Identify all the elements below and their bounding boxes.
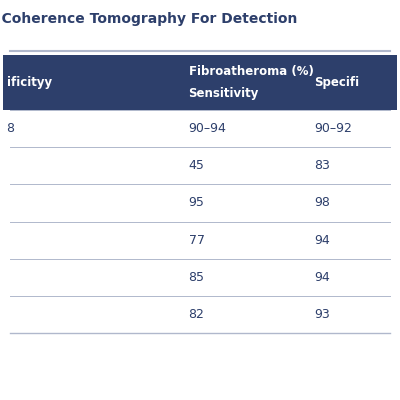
Text: ificityy: ificityy (6, 76, 52, 89)
Text: 90–94: 90–94 (189, 122, 226, 135)
FancyBboxPatch shape (3, 55, 397, 110)
Text: 8: 8 (6, 122, 14, 135)
Text: Fibroatheroma (%): Fibroatheroma (%) (189, 65, 314, 78)
Text: Specifi: Specifi (314, 76, 359, 89)
Text: 90–92: 90–92 (314, 122, 352, 135)
Text: 98: 98 (314, 196, 330, 210)
Text: 94: 94 (314, 234, 330, 247)
Text: 94: 94 (314, 271, 330, 284)
Text: 85: 85 (189, 271, 205, 284)
Text: 95: 95 (189, 196, 204, 210)
Text: 93: 93 (314, 308, 330, 321)
Text: l Coherence Tomography For Detection: l Coherence Tomography For Detection (0, 12, 297, 26)
Text: 45: 45 (189, 159, 204, 172)
Text: 83: 83 (314, 159, 330, 172)
Text: 82: 82 (189, 308, 204, 321)
Text: Sensitivity: Sensitivity (189, 87, 259, 100)
Text: 77: 77 (189, 234, 205, 247)
